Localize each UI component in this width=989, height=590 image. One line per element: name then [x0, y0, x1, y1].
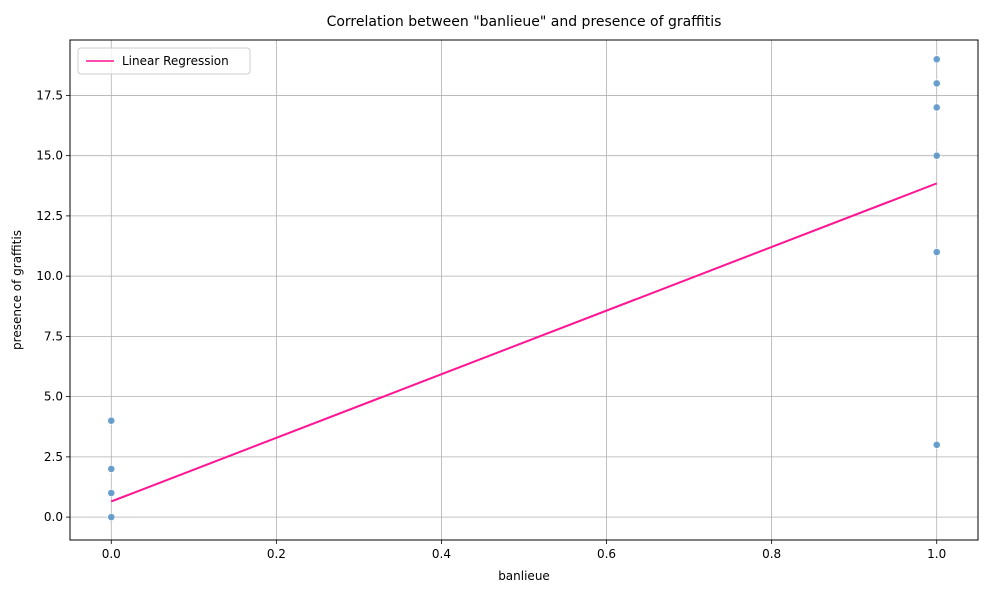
regression-layer	[110, 182, 938, 503]
plot-area-frame	[69, 39, 979, 541]
legend-label-linear-regression: Linear Regression	[122, 54, 229, 68]
grid-lines	[70, 40, 978, 540]
scatter-point	[932, 248, 941, 256]
legend: Linear Regression	[77, 47, 251, 75]
scatter-point	[932, 79, 941, 88]
scatter-point	[932, 103, 941, 112]
y-tick-label: 10.0	[36, 269, 63, 283]
scatter-point	[107, 489, 116, 497]
y-axis-ticks: 0.0 2.5 5.0 7.5 10.0 12.5 15.0 17.5	[36, 88, 70, 524]
x-tick-label: 0.2	[267, 547, 286, 561]
scatter-point	[932, 440, 941, 449]
scatter-point	[932, 151, 941, 160]
y-tick-label: 12.5	[36, 209, 63, 223]
scatter-points	[107, 55, 941, 522]
scatter-point	[107, 465, 116, 473]
x-axis-label: banlieue	[498, 569, 550, 583]
y-tick-label: 15.0	[36, 149, 63, 163]
legend-box	[77, 47, 251, 75]
chart-title: Correlation between "banlieue" and prese…	[327, 14, 722, 30]
y-tick-label: 5.0	[44, 390, 63, 404]
scatter-point	[932, 55, 941, 64]
scatter-point	[107, 513, 116, 522]
scatter-point	[107, 416, 116, 425]
x-axis-ticks: 0.0 0.2 0.4 0.6 0.8 1.0	[102, 540, 946, 561]
y-tick-label: 0.0	[44, 510, 63, 524]
x-tick-label: 0.6	[597, 547, 616, 561]
y-tick-label: 2.5	[44, 450, 63, 464]
x-tick-label: 0.4	[432, 547, 451, 561]
y-tick-label: 17.5	[36, 88, 63, 102]
x-tick-label: 1.0	[927, 547, 946, 561]
y-tick-label: 7.5	[44, 329, 63, 343]
y-axis-label: presence of graffitis	[10, 230, 24, 350]
x-tick-label: 0.0	[102, 547, 121, 561]
x-tick-label: 0.8	[762, 547, 781, 561]
regression-line	[110, 182, 938, 503]
